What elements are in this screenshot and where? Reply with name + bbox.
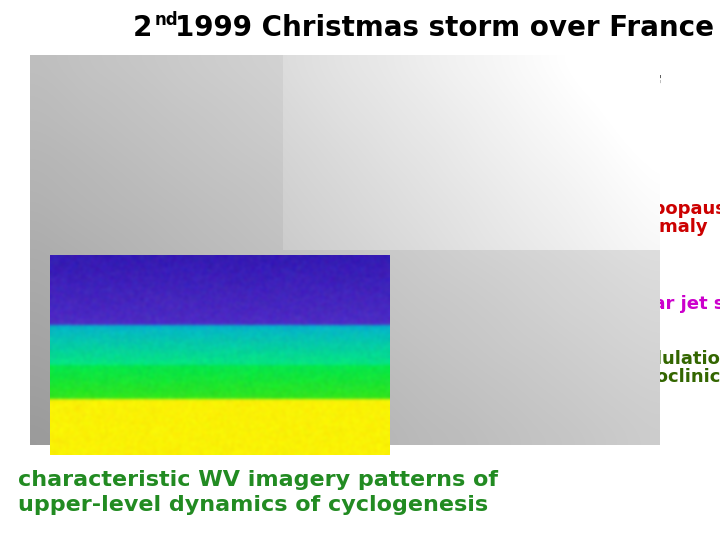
Text: Tropopause: Tropopause: [622, 200, 720, 218]
Text: 0630 UTC - WV: 0630 UTC - WV: [30, 95, 168, 110]
Text: Ingredients of
cyclogenesis: Ingredients of cyclogenesis: [461, 75, 660, 129]
Text: Z 1.5 PVU: Z 1.5 PVU: [60, 305, 129, 318]
Text: upper-level dynamics of cyclogenesis: upper-level dynamics of cyclogenesis: [18, 495, 488, 515]
Text: baroclinic zone: baroclinic zone: [622, 368, 720, 386]
Text: Pmer: Pmer: [230, 425, 263, 435]
Text: characteristic WV imagery patterns of: characteristic WV imagery patterns of: [18, 470, 498, 490]
Text: 2: 2: [132, 14, 152, 42]
Text: Analyse ARPEGE: Analyse ARPEGE: [60, 265, 175, 278]
Text: Jet: Jet: [191, 408, 210, 422]
Text: θ'w 850 hPa: θ'w 850 hPa: [65, 425, 132, 435]
Text: nd: nd: [155, 11, 179, 29]
Text: Polar jet stream: Polar jet stream: [622, 295, 720, 313]
Text: MET07 - 26/12/1999: MET07 - 26/12/1999: [30, 75, 200, 90]
Text: 1999 Christmas storm over France: 1999 Christmas storm over France: [175, 14, 714, 42]
Text: anomaly: anomaly: [622, 218, 708, 236]
Text: Undulation of the: Undulation of the: [622, 350, 720, 368]
